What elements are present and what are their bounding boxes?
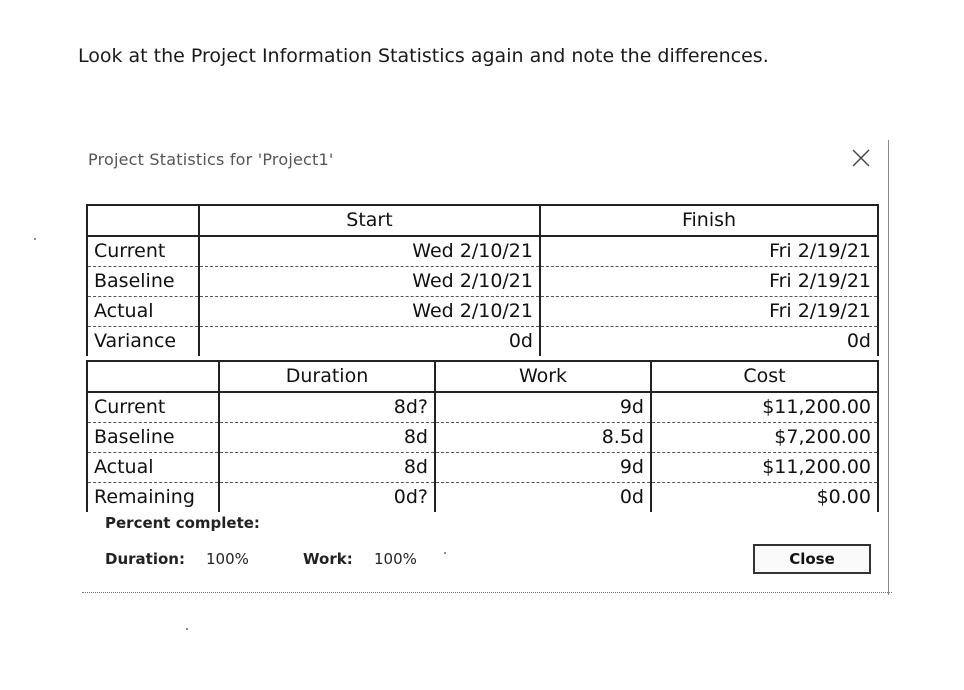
- start-value: 0d: [198, 326, 541, 356]
- header-start: Start: [198, 204, 541, 237]
- duration-percent-value: 100%: [206, 550, 249, 568]
- close-button[interactable]: Close: [753, 544, 871, 574]
- work-value: 0d: [434, 482, 652, 512]
- row-label: Current: [86, 392, 220, 423]
- summary-header-row: Duration Work Cost: [86, 360, 879, 393]
- dates-header-blank: [86, 204, 200, 237]
- duration-label: Duration:: [105, 550, 185, 568]
- dates-header-row: Start Finish: [86, 204, 879, 237]
- summary-row-current: Current 8d? 9d $11,200.00: [86, 392, 879, 423]
- project-statistics-dialog: Project Statistics for 'Project1' Start …: [80, 138, 892, 594]
- work-value: 9d: [434, 392, 652, 423]
- summary-row-actual: Actual 8d 9d $11,200.00: [86, 452, 879, 483]
- dialog-right-border: [888, 140, 889, 595]
- percent-complete-heading: Percent complete:: [105, 514, 260, 532]
- duration-percent-label: Duration:: [105, 550, 185, 568]
- scan-speck: [186, 628, 188, 630]
- row-label: Actual: [86, 296, 200, 327]
- work-percent-label: Work:: [303, 550, 353, 568]
- duration-value: 8d: [218, 422, 436, 453]
- duration-value: 8d?: [218, 392, 436, 423]
- work-label: Work:: [303, 550, 353, 568]
- finish-value: Fri 2/19/21: [539, 236, 879, 267]
- instruction-text: Look at the Project Information Statisti…: [78, 45, 769, 67]
- dates-table: Start Finish Current Wed 2/10/21 Fri 2/1…: [86, 204, 879, 356]
- work-value: 9d: [434, 452, 652, 483]
- row-label: Baseline: [86, 422, 220, 453]
- cost-value: $7,200.00: [650, 422, 879, 453]
- summary-header-blank: [86, 360, 220, 393]
- dates-row-baseline: Baseline Wed 2/10/21 Fri 2/19/21: [86, 266, 879, 297]
- dates-row-actual: Actual Wed 2/10/21 Fri 2/19/21: [86, 296, 879, 327]
- row-label: Variance: [86, 326, 200, 356]
- cost-value: $11,200.00: [650, 452, 879, 483]
- finish-value: 0d: [539, 326, 879, 356]
- start-value: Wed 2/10/21: [198, 236, 541, 267]
- row-label: Current: [86, 236, 200, 267]
- row-label: Baseline: [86, 266, 200, 297]
- summary-row-remaining: Remaining 0d? 0d $0.00: [86, 482, 879, 512]
- close-icon[interactable]: [846, 144, 876, 172]
- header-finish: Finish: [539, 204, 879, 237]
- scan-speck: [444, 552, 446, 554]
- work-value: 8.5d: [434, 422, 652, 453]
- dates-row-variance: Variance 0d 0d: [86, 326, 879, 356]
- work-percent-value: 100%: [374, 550, 417, 568]
- cost-value: $0.00: [650, 482, 879, 512]
- dates-row-current: Current Wed 2/10/21 Fri 2/19/21: [86, 236, 879, 267]
- header-cost: Cost: [650, 360, 879, 393]
- summary-row-baseline: Baseline 8d 8.5d $7,200.00: [86, 422, 879, 453]
- duration-value: 8d: [218, 452, 436, 483]
- row-label: Remaining: [86, 482, 220, 512]
- dialog-bottom-border: [82, 592, 892, 593]
- summary-table: Duration Work Cost Current 8d? 9d $11,20…: [86, 360, 879, 512]
- row-label: Actual: [86, 452, 220, 483]
- duration-value: 0d?: [218, 482, 436, 512]
- finish-value: Fri 2/19/21: [539, 266, 879, 297]
- start-value: Wed 2/10/21: [198, 296, 541, 327]
- header-work: Work: [434, 360, 652, 393]
- dialog-title: Project Statistics for 'Project1': [88, 150, 334, 169]
- header-duration: Duration: [218, 360, 436, 393]
- cost-value: $11,200.00: [650, 392, 879, 423]
- finish-value: Fri 2/19/21: [539, 296, 879, 327]
- start-value: Wed 2/10/21: [198, 266, 541, 297]
- scan-speck: [34, 238, 36, 240]
